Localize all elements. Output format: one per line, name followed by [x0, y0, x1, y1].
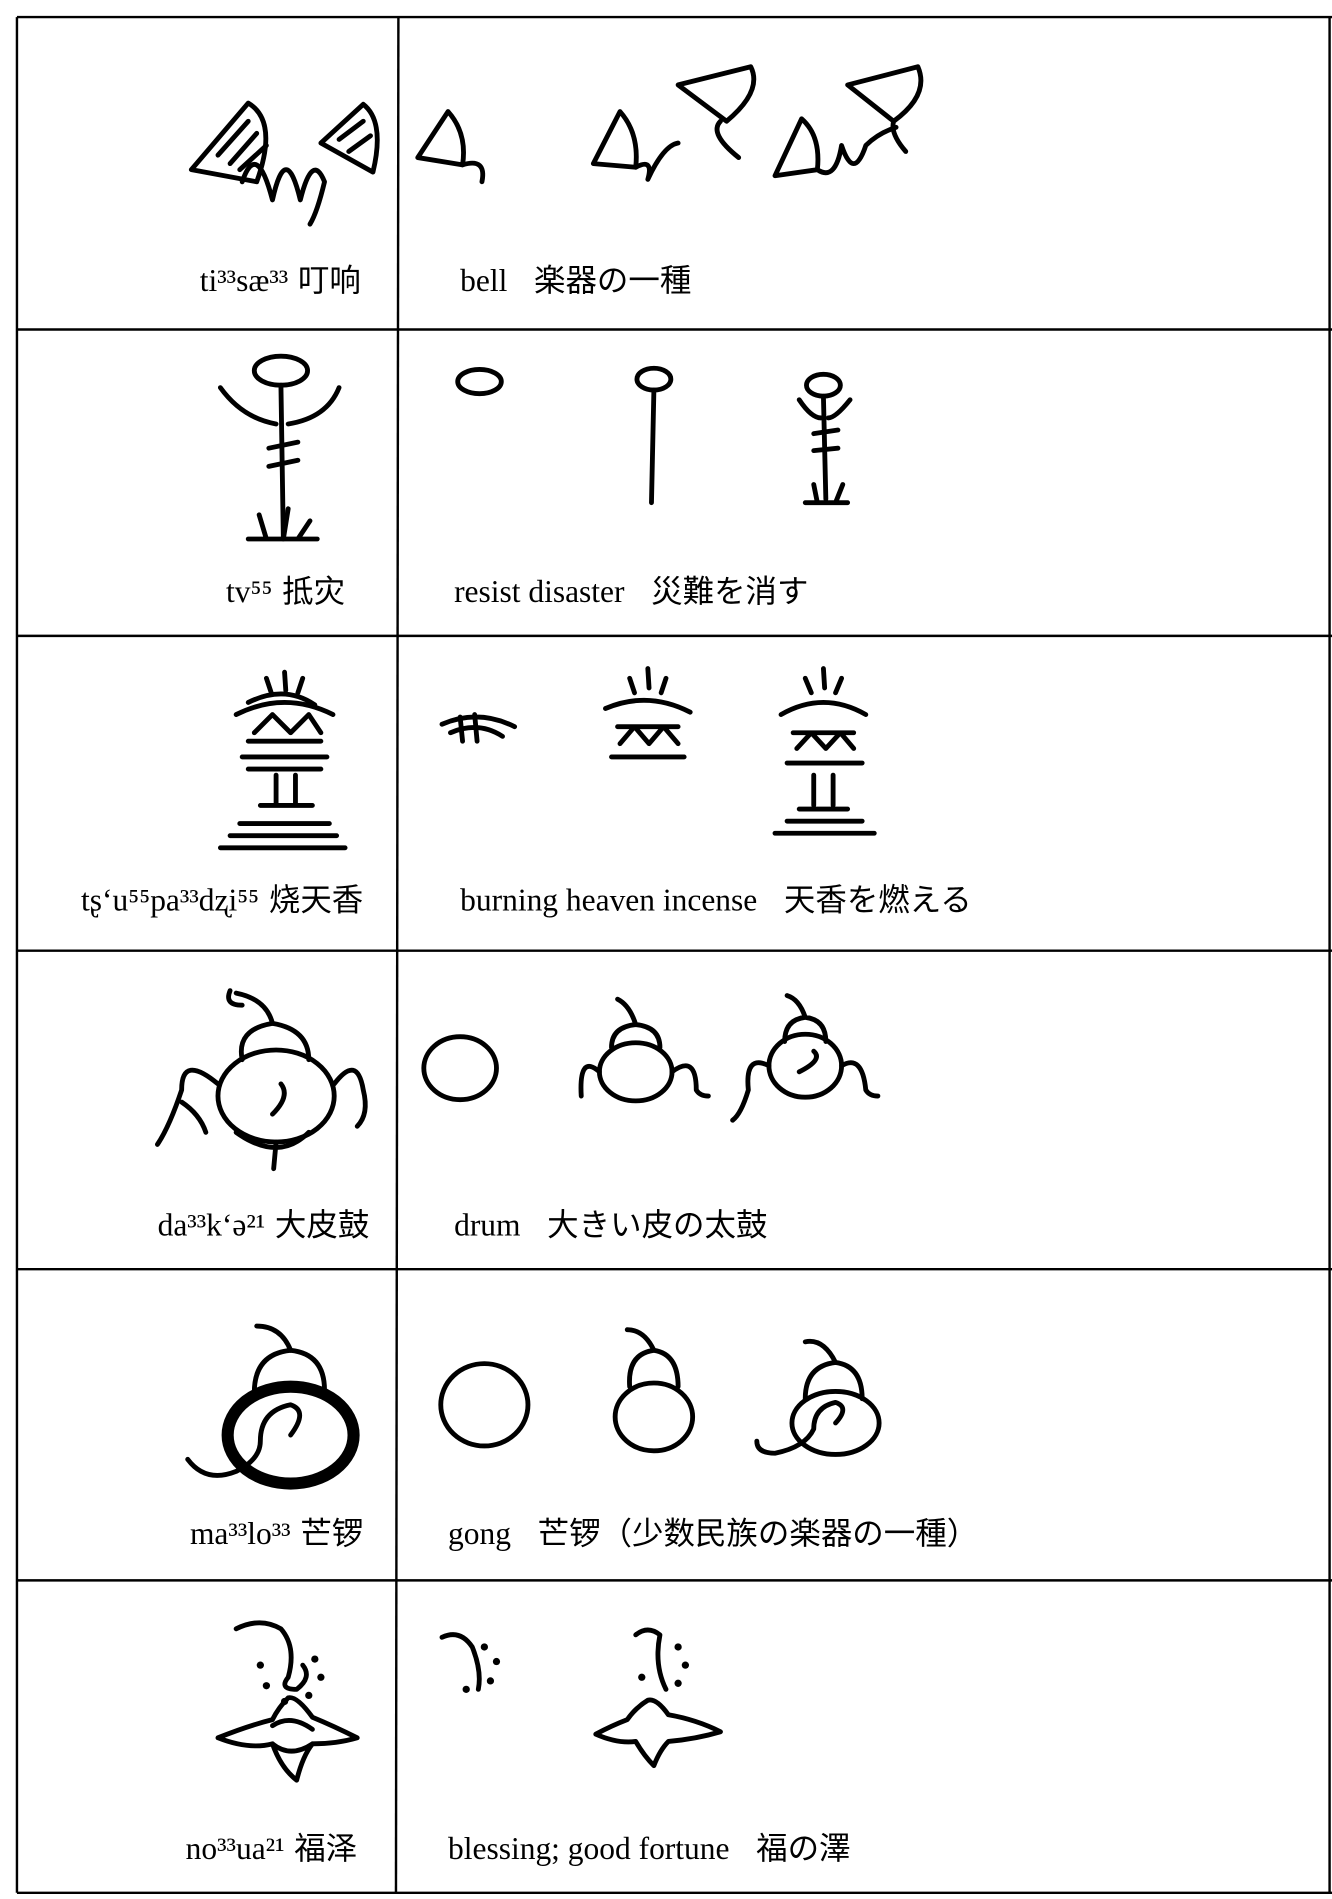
- meaning: resist disaster 災難を消す: [454, 574, 808, 609]
- glyph-resist-disaster: [217, 353, 853, 542]
- chinese-word: 芒锣: [300, 1516, 363, 1551]
- glyph-dots: [256, 1643, 690, 1706]
- english-meaning: gong: [448, 1516, 511, 1551]
- meaning: gong 芒锣（少数民族の楽器の一種）: [448, 1516, 978, 1551]
- pronunciation: da³³kʻə²¹: [158, 1207, 266, 1242]
- japanese-meaning: 楽器の一種: [534, 263, 691, 298]
- english-meaning: blessing; good fortune: [448, 1831, 729, 1866]
- chinese-word: 烧天香: [269, 883, 363, 918]
- headword: ma³³lo³³ 芒锣: [190, 1516, 363, 1551]
- rule: [394, 17, 400, 1893]
- meaning: bell 楽器の一種: [460, 263, 691, 298]
- glyph-bell: [188, 64, 924, 227]
- chinese-word: 叮响: [298, 263, 361, 298]
- english-meaning: drum: [454, 1207, 520, 1242]
- table-rules: [15, 15, 1332, 1895]
- glyph-drum: [154, 988, 881, 1172]
- japanese-meaning: 芒锣（少数民族の楽器の一種）: [538, 1516, 979, 1551]
- glyph-gong: [185, 1323, 882, 1490]
- pronunciation: tʂʻu⁵⁵pa³³dʐi⁵⁵: [81, 883, 259, 918]
- english-meaning: resist disaster: [454, 574, 625, 609]
- headword: tv⁵⁵ 抵灾: [226, 574, 345, 609]
- japanese-meaning: 天香を燃える: [784, 883, 972, 918]
- chinese-word: 抵灾: [282, 574, 345, 609]
- glyph-blessing: [215, 1620, 723, 1783]
- pronunciation: ma³³lo³³: [190, 1516, 291, 1551]
- japanese-meaning: 大きい皮の太鼓: [547, 1207, 767, 1242]
- headword: ti³³sæ³³ 叮响: [200, 263, 361, 298]
- pronunciation: ti³³sæ³³: [200, 263, 288, 298]
- meaning: drum 大きい皮の太鼓: [454, 1207, 767, 1242]
- meaning: blessing; good fortune 福の澤: [448, 1831, 850, 1866]
- chinese-word: 大皮鼓: [275, 1207, 369, 1242]
- japanese-meaning: 福の澤: [756, 1831, 850, 1866]
- headword: da³³kʻə²¹ 大皮鼓: [158, 1207, 370, 1242]
- meaning: burning heaven incense 天香を燃える: [460, 883, 972, 918]
- english-meaning: burning heaven incense: [460, 883, 757, 918]
- pronunciation: tv⁵⁵: [226, 574, 272, 609]
- english-meaning: bell: [460, 263, 507, 298]
- headword: no³³ua²¹ 福泽: [186, 1831, 358, 1866]
- chinese-word: 福泽: [294, 1831, 357, 1866]
- glyph-incense: [217, 666, 877, 851]
- japanese-meaning: 災難を消す: [651, 574, 808, 609]
- headword: tʂʻu⁵⁵pa³³dʐi⁵⁵ 烧天香: [81, 883, 363, 918]
- pronunciation: no³³ua²¹: [186, 1831, 285, 1866]
